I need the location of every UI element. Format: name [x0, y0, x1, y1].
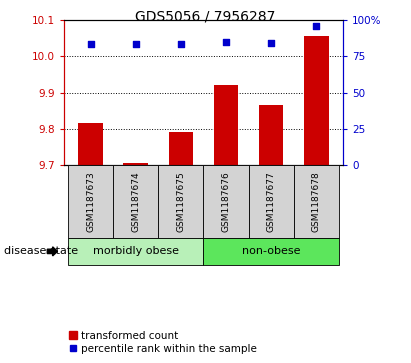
Text: disease state: disease state [4, 246, 78, 256]
Point [178, 41, 184, 47]
Text: GSM1187677: GSM1187677 [267, 171, 275, 232]
Bar [293, 165, 339, 238]
Text: morbidly obese: morbidly obese [93, 246, 179, 256]
Text: GSM1187673: GSM1187673 [86, 171, 95, 232]
Point [88, 41, 94, 47]
Text: GSM1187675: GSM1187675 [176, 171, 185, 232]
Point [313, 24, 319, 29]
Text: GSM1187676: GSM1187676 [222, 171, 231, 232]
Bar [249, 165, 293, 238]
Bar [79, 123, 103, 165]
Point [223, 40, 229, 45]
Bar [203, 165, 249, 238]
Text: GSM1187674: GSM1187674 [132, 171, 140, 232]
Point [132, 41, 139, 47]
Bar [169, 132, 193, 165]
Bar [203, 238, 339, 265]
Text: GDS5056 / 7956287: GDS5056 / 7956287 [135, 9, 276, 23]
Bar [259, 105, 284, 165]
Text: GSM1187678: GSM1187678 [312, 171, 321, 232]
Point [268, 40, 275, 46]
Bar [214, 85, 238, 165]
Bar [304, 36, 328, 165]
Text: non-obese: non-obese [242, 246, 300, 256]
Legend: transformed count, percentile rank within the sample: transformed count, percentile rank withi… [69, 331, 257, 354]
Bar [158, 165, 203, 238]
Bar [123, 163, 148, 165]
Bar [113, 165, 158, 238]
Bar [68, 238, 203, 265]
Bar [68, 165, 113, 238]
